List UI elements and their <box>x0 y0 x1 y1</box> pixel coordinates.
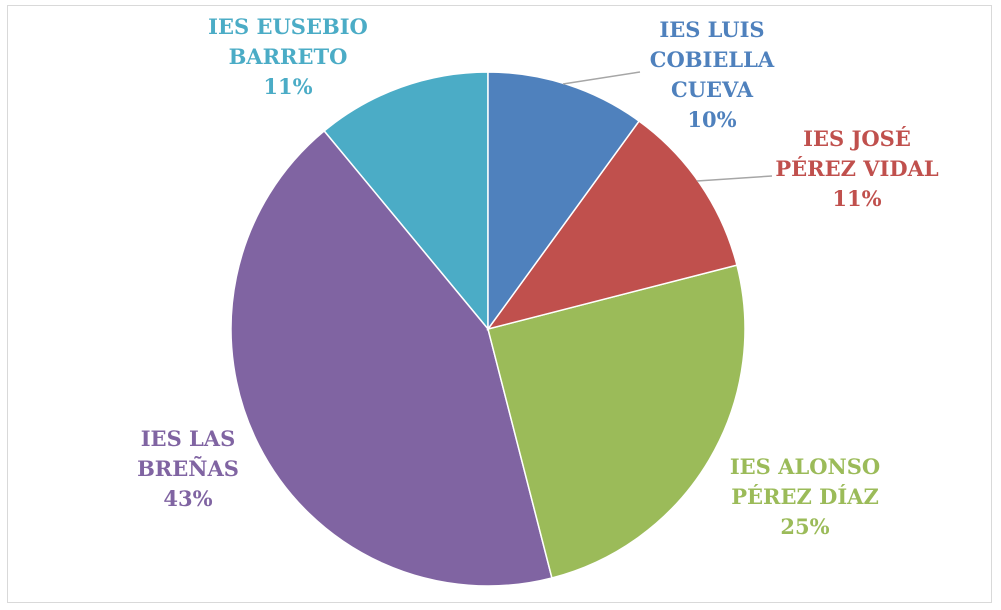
category-label: IES LAS BREÑAS <box>137 426 239 481</box>
slice-label: IES LAS BREÑAS 43% <box>113 424 263 514</box>
pie-slice <box>486 120 738 331</box>
category-label: IES ALONSO PÉREZ DÍAZ <box>729 454 881 509</box>
slice-label: IES EUSEBIO BARRETO 11% <box>203 12 373 102</box>
category-label: IES JOSÉ PÉREZ VIDAL <box>775 126 939 181</box>
pie-slice <box>487 71 641 332</box>
value-label: 43% <box>163 486 213 511</box>
pie-slice <box>487 264 746 579</box>
chart-frame <box>7 5 992 603</box>
value-label: 11% <box>263 74 313 99</box>
value-label: 25% <box>780 514 830 539</box>
slice-label: IES JOSÉ PÉREZ VIDAL 11% <box>762 124 952 214</box>
pie-slice <box>323 71 489 332</box>
value-label: 11% <box>832 186 882 211</box>
pie-slice <box>230 129 553 587</box>
leader-line <box>562 71 641 85</box>
category-label: IES LUIS COBIELLA CUEVA <box>649 17 775 102</box>
slice-label: IES ALONSO PÉREZ DÍAZ 25% <box>710 452 900 542</box>
category-label: IES EUSEBIO BARRETO <box>208 14 368 69</box>
leader-line <box>696 175 773 182</box>
value-label: 10% <box>687 107 737 132</box>
slice-label: IES LUIS COBIELLA CUEVA 10% <box>637 15 787 135</box>
